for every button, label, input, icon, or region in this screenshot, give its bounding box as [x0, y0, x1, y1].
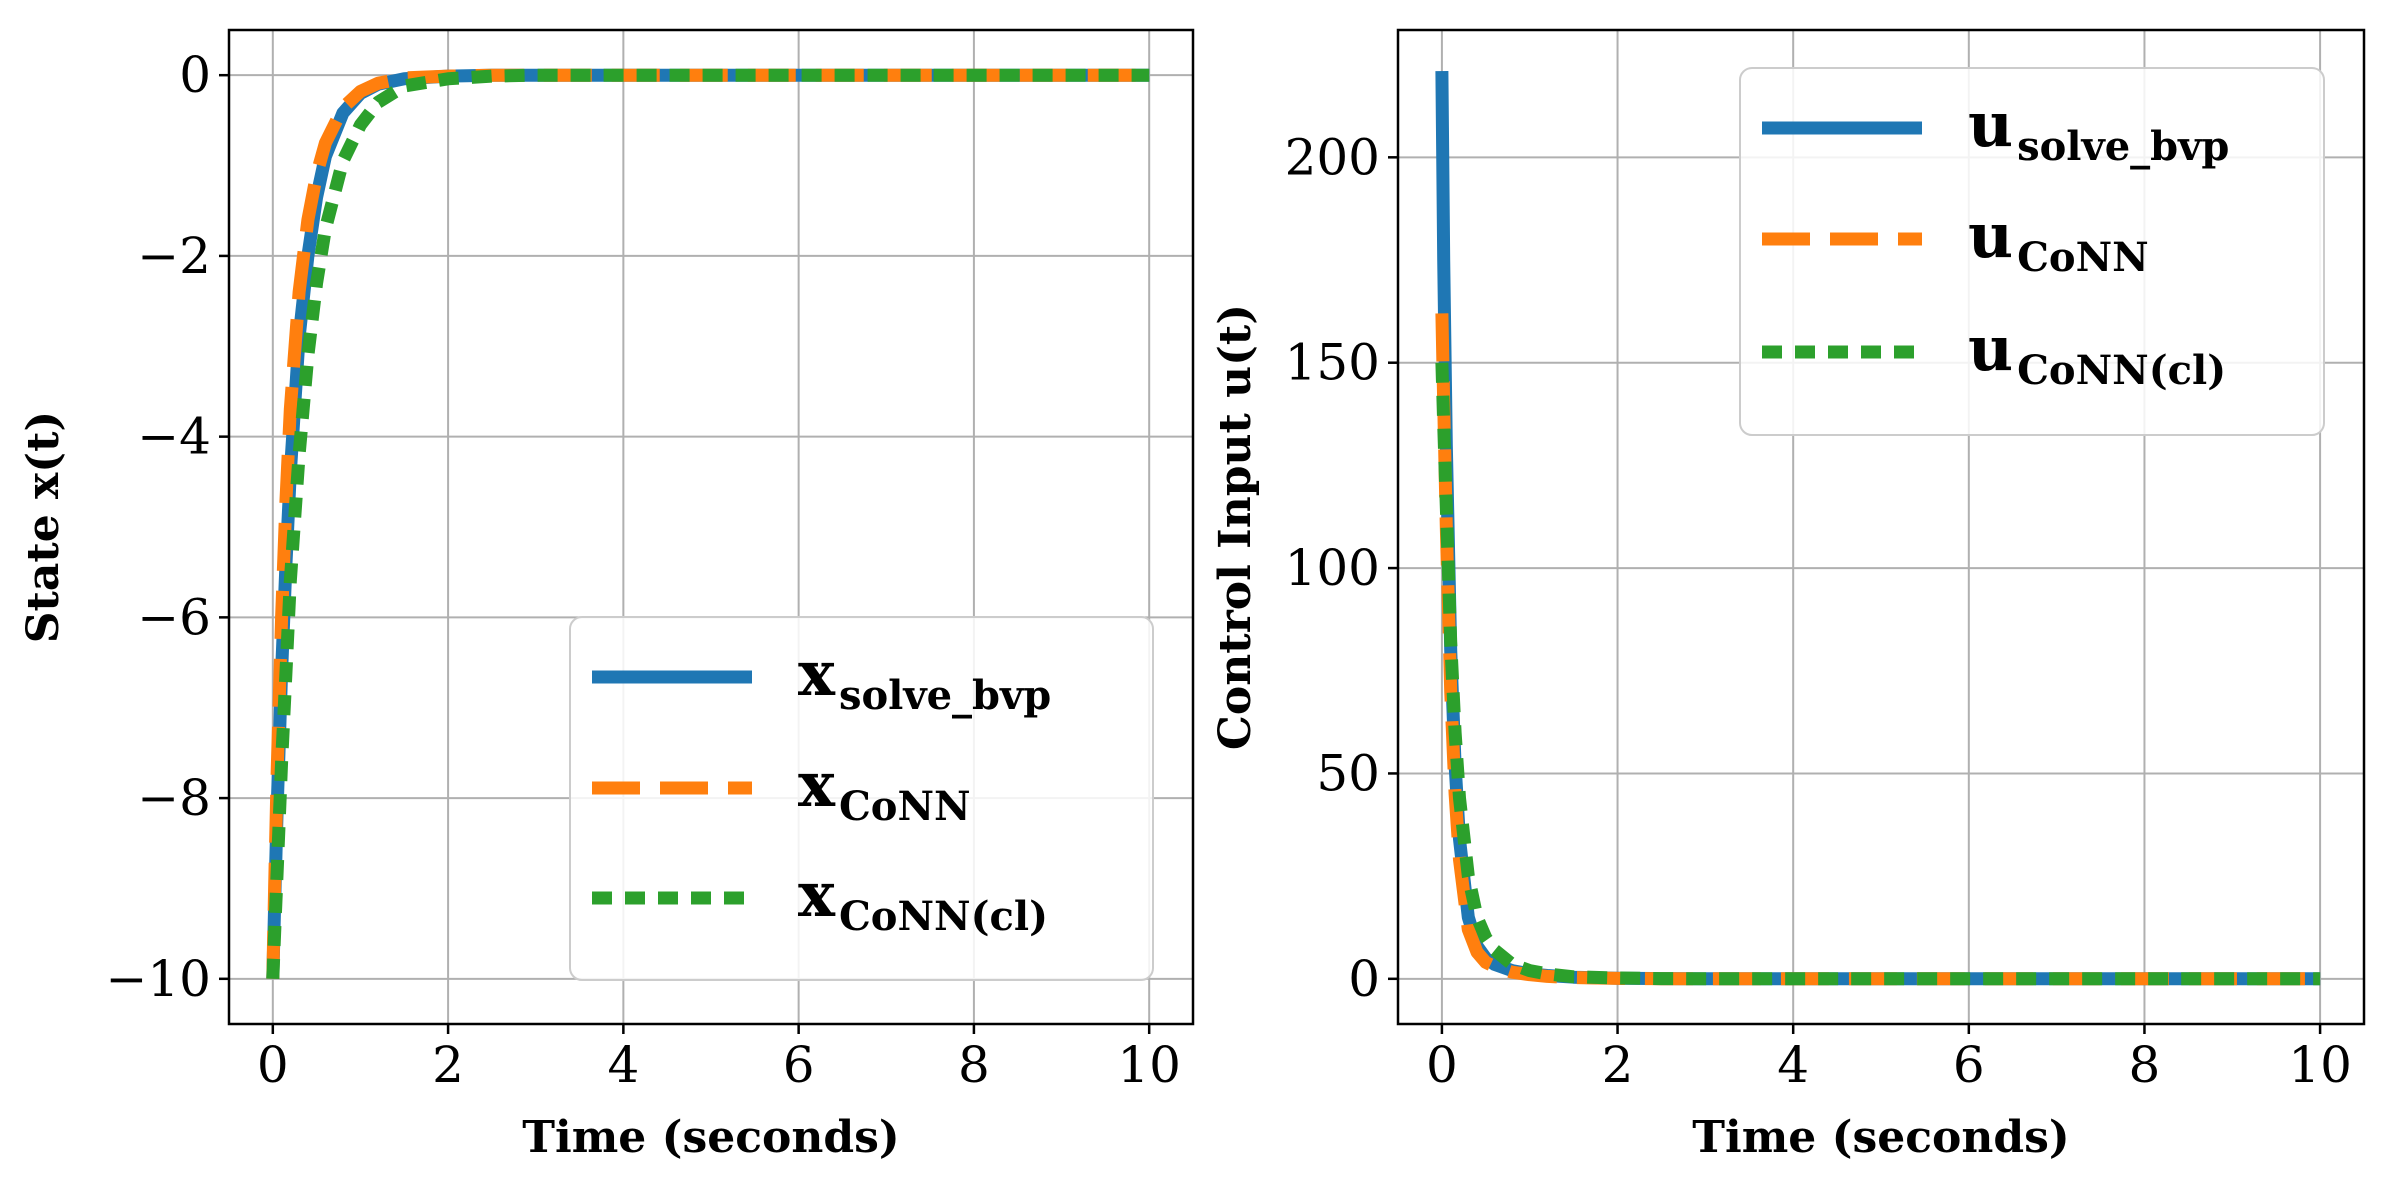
- y-tick-label: −4: [137, 408, 211, 466]
- legend-label-solve_bvp: x solve_bvp: [798, 637, 1051, 719]
- x-axis-label: Time (seconds): [1692, 1112, 2069, 1163]
- legend-label-main: u: [1968, 199, 2013, 272]
- series-line-conn_cl: [266, 68, 1150, 980]
- y-tick-label: 0: [179, 46, 211, 104]
- x-tick-label: 8: [958, 1036, 990, 1094]
- legend-label-subscript: CoNN: [2017, 234, 2149, 281]
- legend-box: [1739, 67, 2325, 436]
- x-tick-label: 4: [607, 1036, 639, 1094]
- y-tick-label: −10: [105, 950, 211, 1008]
- legend-label-main: u: [1968, 88, 2013, 161]
- y-axis-label: Control Input u(t): [1210, 304, 1261, 750]
- y-tick-label: 50: [1316, 744, 1380, 802]
- axes-frame: [1396, 28, 2366, 1026]
- series-line-conn_cl: [1435, 362, 2321, 986]
- x-tick-label: 6: [783, 1036, 815, 1094]
- x-tick-label: 2: [432, 1036, 464, 1094]
- legend-label-main: u: [1968, 312, 2013, 385]
- axes-frame: [227, 28, 1195, 1026]
- series-line-conn: [1435, 313, 2321, 986]
- legend-label-main: x: [798, 858, 836, 931]
- legend-label-conn_cl: u CoNN(cl): [1968, 312, 2226, 394]
- legend-label-subscript: solve_bvp: [839, 672, 1051, 719]
- y-tick-label: 0: [1348, 950, 1380, 1008]
- y-axis-label: State x(t): [18, 411, 69, 643]
- y-tick-label: 150: [1285, 334, 1380, 392]
- x-tick-label: 4: [1777, 1036, 1809, 1094]
- legend-label-subscript: CoNN: [839, 783, 971, 830]
- y-tick-label: −8: [137, 769, 211, 827]
- legend-label-subscript: CoNN(cl): [2017, 347, 2226, 394]
- legend-label-solve_bvp: u solve_bvp: [1968, 88, 2229, 170]
- legend-label-main: x: [798, 637, 836, 710]
- legend-label-subscript: CoNN(cl): [839, 893, 1048, 940]
- legend-label-conn: u CoNN: [1968, 199, 2149, 281]
- legend-box: [569, 616, 1154, 981]
- x-tick-label: 2: [1602, 1036, 1634, 1094]
- x-tick-label: 10: [1117, 1036, 1181, 1094]
- x-tick-label: 0: [257, 1036, 289, 1094]
- y-tick-label: −2: [137, 227, 211, 285]
- y-tick-label: 100: [1285, 539, 1380, 597]
- y-tick-label: −6: [137, 588, 211, 646]
- legend-label-conn: x CoNN: [798, 748, 971, 830]
- legend-label-main: x: [798, 748, 836, 821]
- x-tick-label: 10: [2288, 1036, 2352, 1094]
- x-tick-label: 6: [1953, 1036, 1985, 1094]
- x-axis-label: Time (seconds): [522, 1112, 899, 1163]
- x-tick-label: 8: [2129, 1036, 2161, 1094]
- legend-label-subscript: solve_bvp: [2017, 123, 2229, 170]
- chart-panel-1: 0 2 4 6 8 10 0 −2 −4 −6 −8 −10 Time (seconds) State x…: [18, 28, 1195, 1163]
- legend-label-conn_cl: x CoNN(cl): [798, 858, 1048, 940]
- y-tick-label: 200: [1285, 128, 1380, 186]
- x-tick-label: 0: [1426, 1036, 1458, 1094]
